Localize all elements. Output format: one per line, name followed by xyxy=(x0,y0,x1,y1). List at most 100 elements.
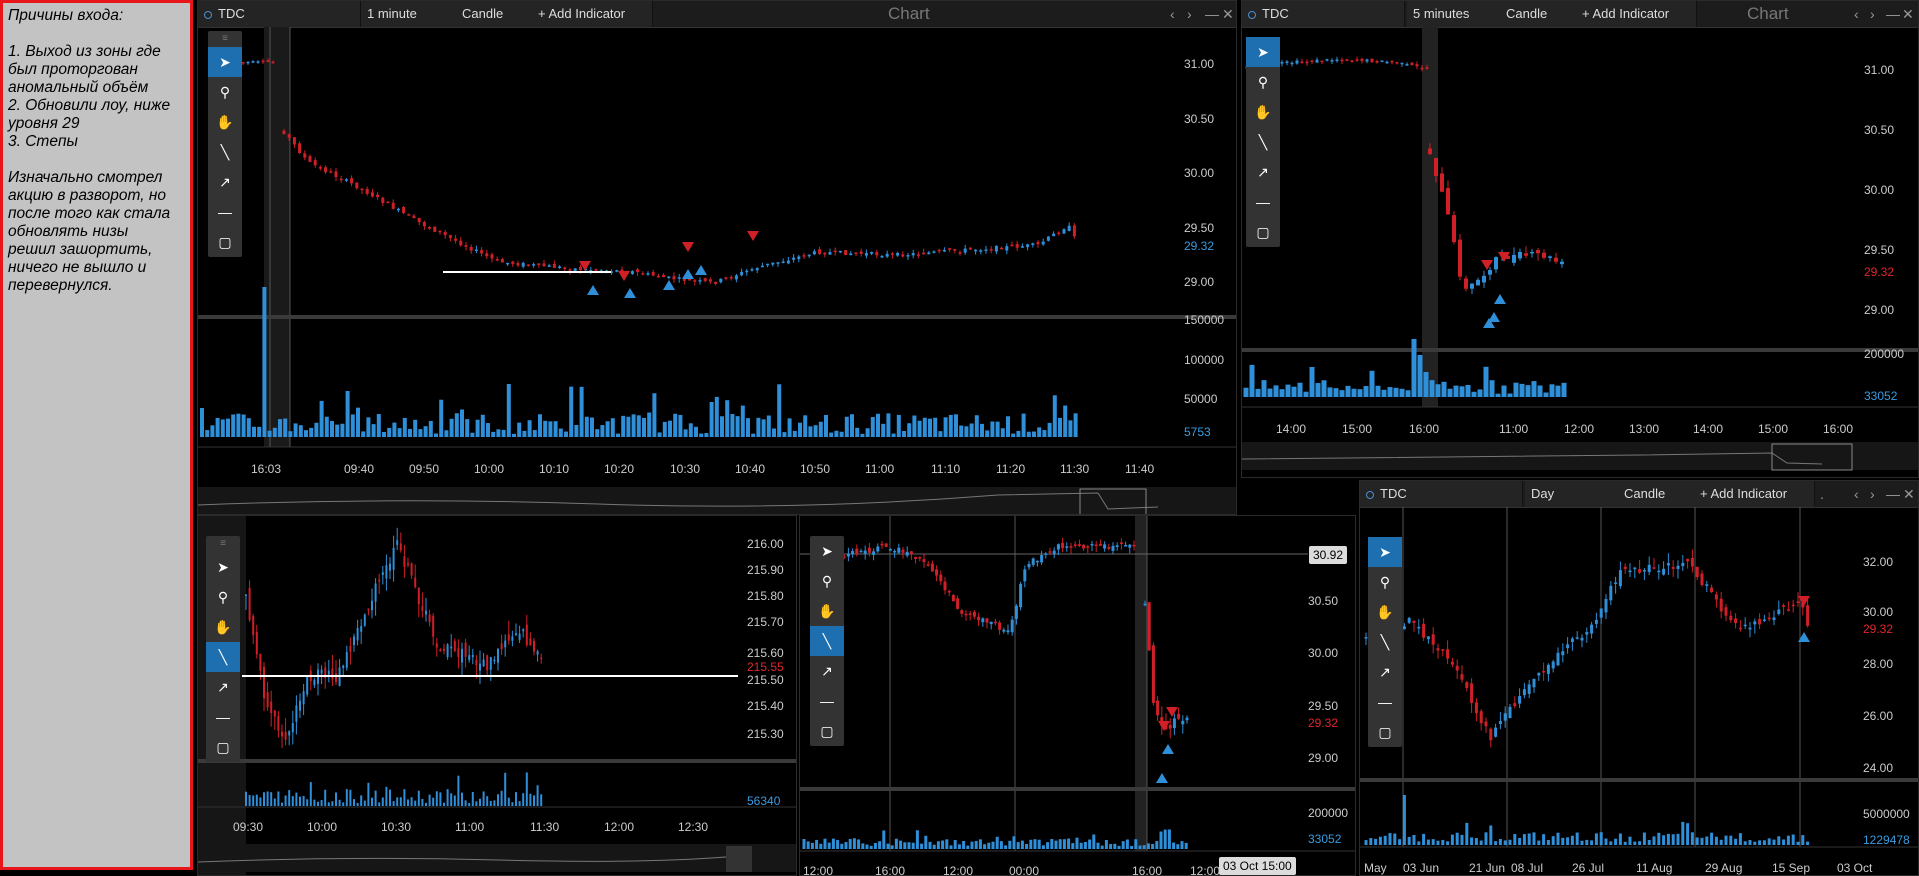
note-line: акцию в разворот, но xyxy=(8,187,166,204)
x-tick: 12:00 xyxy=(803,864,834,876)
rect-icon[interactable]: ▢ xyxy=(216,738,230,755)
hline-icon[interactable]: — xyxy=(218,204,232,220)
chart-window-5min[interactable]: TDC 5 minutes Candle + Add Indicator Cha… xyxy=(1241,0,1919,478)
line-icon[interactable]: ╲ xyxy=(810,626,844,656)
chart-type-selector[interactable]: Candle xyxy=(1618,481,1701,507)
line-icon[interactable]: ╲ xyxy=(1258,133,1268,150)
volume-bar xyxy=(1285,384,1291,397)
hand-icon[interactable]: ✋ xyxy=(1254,103,1272,120)
interval-selector[interactable]: 1 minute xyxy=(361,1,462,27)
grip-icon[interactable]: ≡ xyxy=(220,538,226,549)
x-tick: 16:00 xyxy=(1823,422,1854,436)
x-tick: 12:00 xyxy=(1190,864,1221,876)
hline-icon[interactable]: — xyxy=(216,709,230,725)
chart-window-hourly[interactable]: 30.92 30.50 30.00 29.50 29.32 29.00 2000… xyxy=(799,515,1356,876)
chart-type-selector[interactable]: Candle xyxy=(456,1,539,27)
close-icon[interactable]: ✕ xyxy=(1902,6,1914,22)
price-chart[interactable] xyxy=(198,27,1237,515)
hand-icon[interactable]: ✋ xyxy=(818,602,836,619)
line-icon[interactable]: ╲ xyxy=(220,143,230,160)
add-indicator-button[interactable]: + Add Indicator xyxy=(1694,481,1815,507)
zoom-icon[interactable]: ⚲ xyxy=(219,83,231,100)
chart-type-selector[interactable]: Candle xyxy=(1500,1,1583,27)
x-tick: 11:00 xyxy=(455,820,485,834)
zoom-icon[interactable]: ⚲ xyxy=(217,588,229,605)
interval-selector[interactable]: Day xyxy=(1525,481,1626,507)
candle xyxy=(1470,683,1474,704)
prev-icon[interactable]: ‹ xyxy=(1854,486,1859,502)
menu-dot-icon[interactable]: . xyxy=(1820,486,1824,502)
volume-bar xyxy=(1047,422,1052,437)
candle xyxy=(245,594,247,596)
cursor-icon[interactable]: ➤ xyxy=(821,542,833,559)
rect-icon[interactable]: ▢ xyxy=(218,233,232,250)
next-icon[interactable]: › xyxy=(1870,6,1875,22)
hand-icon[interactable]: ✋ xyxy=(216,113,234,130)
volume-bar xyxy=(486,423,490,437)
candle xyxy=(927,252,931,255)
minimize-icon[interactable]: — xyxy=(1886,6,1900,22)
symbol-selector[interactable]: TDC xyxy=(198,1,361,27)
volume-bar xyxy=(335,792,337,806)
symbol-selector[interactable]: TDC xyxy=(1242,1,1405,27)
zoom-icon[interactable]: ⚲ xyxy=(821,572,833,589)
prev-icon[interactable]: ‹ xyxy=(1854,6,1859,22)
volume-bar xyxy=(482,791,485,806)
rect-icon[interactable]: ▢ xyxy=(1256,223,1270,240)
candle xyxy=(1280,62,1284,64)
volume-bar xyxy=(1642,832,1646,845)
candle xyxy=(287,134,291,138)
line-icon[interactable]: ╲ xyxy=(1380,633,1390,650)
add-indicator-button[interactable]: + Add Indicator xyxy=(532,1,653,27)
candle xyxy=(331,668,334,680)
chart-window-daily[interactable]: TDC Day Candle + Add Indicator . ‹ › — ✕… xyxy=(1359,480,1919,876)
hand-icon[interactable]: ✋ xyxy=(214,618,232,635)
hand-icon[interactable]: ✋ xyxy=(1376,603,1394,620)
price-chart[interactable] xyxy=(800,516,1356,876)
symbol-selector[interactable]: TDC xyxy=(1360,481,1523,507)
grip-icon[interactable]: ≡ xyxy=(222,33,228,44)
next-icon[interactable]: › xyxy=(1870,486,1875,502)
zoom-icon[interactable]: ⚲ xyxy=(1379,573,1391,590)
candle xyxy=(776,262,780,264)
minimize-icon[interactable]: — xyxy=(1886,486,1900,502)
hline-icon[interactable]: — xyxy=(1378,694,1392,710)
volume-bar xyxy=(402,417,407,437)
arrow-icon[interactable]: ↗ xyxy=(1379,663,1391,680)
volume-bar xyxy=(912,415,917,437)
volume-bar xyxy=(272,427,277,437)
next-icon[interactable]: › xyxy=(1187,6,1192,22)
candle xyxy=(1002,629,1006,632)
arrow-icon[interactable]: ↗ xyxy=(821,662,833,679)
arrow-icon[interactable]: ↗ xyxy=(1257,163,1269,180)
volume-bar xyxy=(1273,385,1279,397)
minimize-icon[interactable]: — xyxy=(1205,6,1219,22)
rect-icon[interactable]: ▢ xyxy=(1378,723,1392,740)
chart-window-1min[interactable]: TDC 1 minute Candle + Add Indicator Char… xyxy=(197,0,1237,515)
cursor-icon[interactable]: ➤ xyxy=(208,47,242,77)
volume-bar xyxy=(1037,839,1041,849)
close-icon[interactable]: ✕ xyxy=(1903,486,1915,502)
add-indicator-button[interactable]: + Add Indicator xyxy=(1576,1,1697,27)
cursor-icon[interactable]: ➤ xyxy=(1246,37,1280,67)
candle xyxy=(500,643,503,650)
rect-icon[interactable]: ▢ xyxy=(820,722,834,739)
hline-icon[interactable]: — xyxy=(1256,194,1270,210)
close-icon[interactable]: ✕ xyxy=(1222,6,1234,22)
chart-window-index[interactable]: 216.00 215.90 215.80 215.70 215.60 215.5… xyxy=(197,515,797,876)
price-chart[interactable] xyxy=(1242,27,1919,478)
volume-bar xyxy=(827,842,831,849)
line-icon[interactable]: ╲ xyxy=(206,642,240,672)
volume-bar xyxy=(865,428,870,437)
zoom-icon[interactable]: ⚲ xyxy=(1257,73,1269,90)
interval-selector[interactable]: 5 minutes xyxy=(1407,1,1508,27)
cursor-icon[interactable]: ➤ xyxy=(1368,537,1402,567)
arrow-icon[interactable]: ↗ xyxy=(219,173,231,190)
price-chart[interactable] xyxy=(1360,507,1919,876)
arrow-icon[interactable]: ↗ xyxy=(217,678,229,695)
hline-icon[interactable]: — xyxy=(820,693,834,709)
prev-icon[interactable]: ‹ xyxy=(1170,6,1175,22)
candle xyxy=(1434,157,1438,177)
cursor-icon[interactable]: ➤ xyxy=(217,558,229,575)
candle xyxy=(475,659,478,666)
